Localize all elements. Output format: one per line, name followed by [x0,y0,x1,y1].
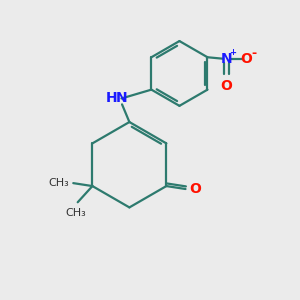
Text: +: + [229,48,236,57]
Text: CH₃: CH₃ [48,178,69,188]
Text: CH₃: CH₃ [66,208,87,218]
Text: O: O [241,52,253,66]
Text: -: - [251,47,256,60]
Text: N: N [116,92,127,106]
Text: N: N [221,52,232,66]
Text: O: O [221,79,232,93]
Text: O: O [189,182,201,196]
Text: H: H [106,92,118,106]
